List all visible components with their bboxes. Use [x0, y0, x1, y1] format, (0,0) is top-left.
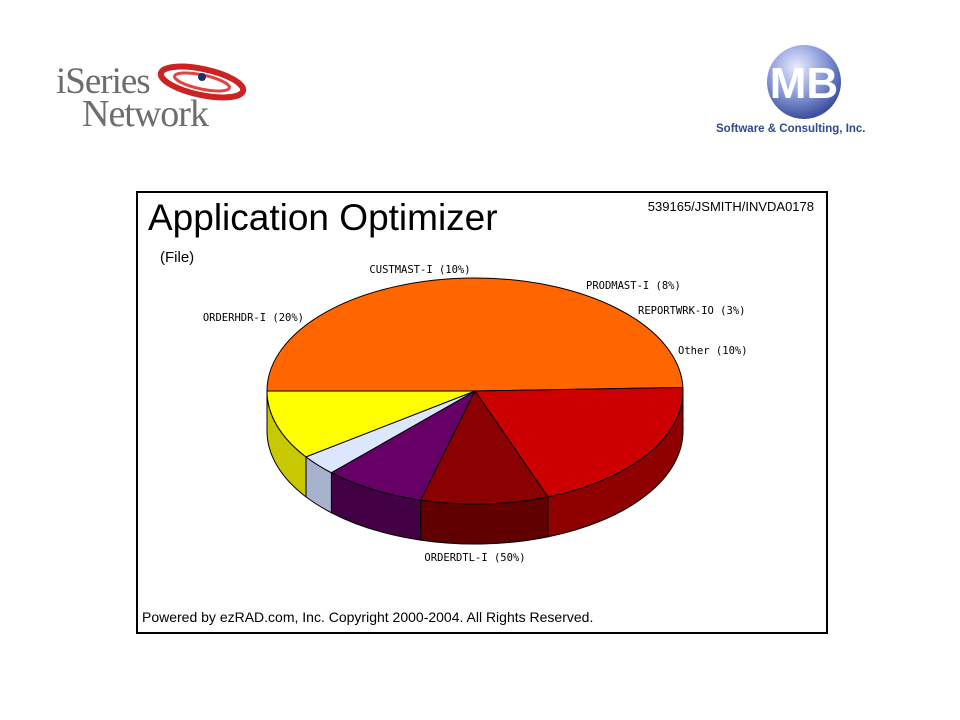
pie-slice-other [266, 390, 476, 458]
slice-label-other: Other (10%) [678, 345, 748, 357]
company-name: Software & Consulting, Inc. [716, 123, 866, 135]
chart-title: Application Optimizer [148, 197, 498, 238]
slice-label-orderdtl-i: ORDERDTL-I (50%) [424, 552, 525, 564]
chart-footer: Powered by ezRAD.com, Inc. Copyright 200… [142, 609, 594, 625]
pie-chart: ORDERDTL-I (50%) ORDERHDR-I (20%) CUSTMAST… [203, 264, 748, 564]
mb-sphere-icon: MB [767, 45, 841, 119]
chart-panel: Application Optimizer 539165/JSMITH/INVD… [136, 191, 828, 634]
mb-monogram: MB [770, 59, 838, 108]
slice-label-orderhdr-i: ORDERHDR-I (20%) [203, 312, 304, 324]
pie-slice-custmast-i [419, 390, 549, 505]
logo-network-text: Network [82, 93, 209, 135]
logo-iseries-text: iSeries [56, 61, 151, 102]
pie-slice-orderhdr-i [474, 386, 684, 498]
orbit-swoosh-icon [157, 63, 247, 101]
slice-label-prodmast-i: PRODMAST-I (8%) [586, 280, 681, 292]
chart-subtitle: (File) [160, 249, 195, 266]
slice-label-custmast-i: CUSTMAST-I (10%) [369, 264, 470, 276]
slice-label-reportwrk-io: REPORTWRK-IO (3%) [638, 305, 745, 317]
pie-slice-orderdtl-i [266, 277, 684, 392]
pie-slice-prodmast-i [330, 389, 477, 501]
iseries-network-logo: iSeries Network [52, 58, 257, 138]
chart-identifier: 539165/JSMITH/INVDA0178 [647, 199, 814, 214]
mb-software-logo: MB Software & Consulting, Inc. [710, 44, 910, 144]
